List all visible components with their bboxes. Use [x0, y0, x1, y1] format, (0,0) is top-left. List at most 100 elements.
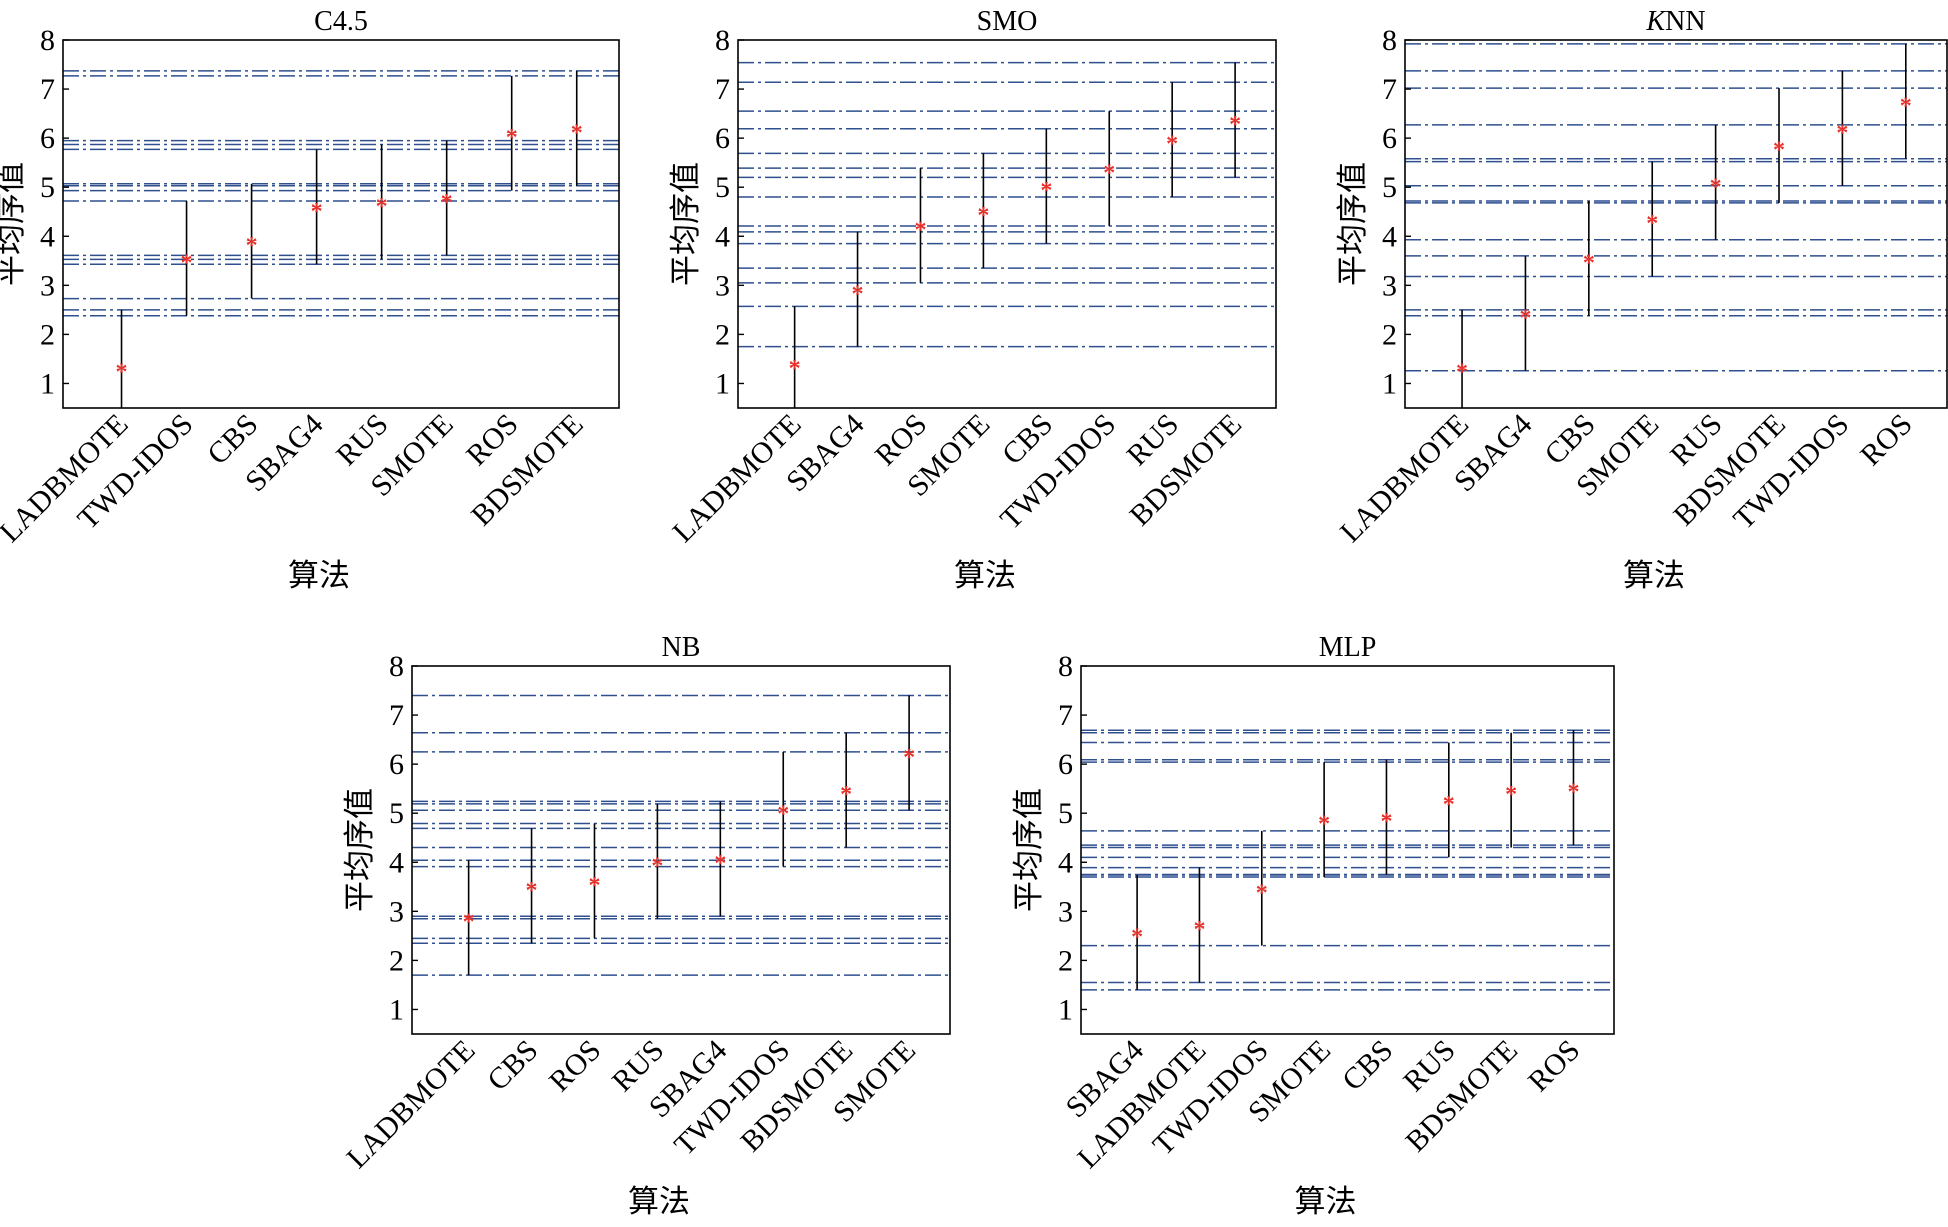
data-point-1: *	[1519, 305, 1531, 331]
data-point-1: *	[1193, 917, 1205, 943]
plot-frame	[1080, 665, 1615, 1035]
y-tick-label: 5	[389, 797, 404, 830]
data-point-1: *	[526, 878, 538, 904]
data-point-1: *	[181, 250, 193, 276]
data-point-6: *	[1505, 782, 1517, 808]
data-point-3: *	[651, 853, 663, 879]
category-label-0: LADBMOTE	[340, 1034, 481, 1175]
y-tick-label: 2	[1382, 318, 1397, 351]
data-point-5: *	[1773, 137, 1785, 163]
chart-title: SMO	[977, 6, 1038, 37]
category-label-2: ROS	[543, 1034, 608, 1099]
y-tick-label: 5	[715, 171, 730, 204]
y-tick-label: 1	[40, 367, 55, 400]
data-point-6: *	[506, 125, 518, 151]
plot-frame	[62, 39, 620, 409]
y-tick-label: 3	[40, 269, 55, 302]
chart-panel-0: 12345678C4.5平均序值算法*LADBMOTE*TWD-IDOS*CBS…	[0, 6, 620, 593]
y-tick-label: 8	[715, 24, 730, 57]
y-tick-label: 7	[1382, 73, 1397, 106]
data-point-0: *	[1456, 359, 1468, 385]
y-tick-label: 6	[1058, 748, 1073, 781]
y-tick-label: 4	[1058, 846, 1073, 879]
y-tick-label: 8	[1058, 650, 1073, 683]
category-label-7: ROS	[1854, 408, 1919, 473]
chart-title-rest: NN	[1665, 6, 1705, 37]
y-tick-label: 4	[389, 846, 404, 879]
data-point-5: *	[441, 190, 453, 216]
chart-title: C4.5	[314, 6, 368, 37]
y-tick-label: 7	[40, 73, 55, 106]
chart-title: KNN	[1645, 6, 1705, 37]
x-axis-label: 算法	[1623, 558, 1685, 593]
y-tick-label: 1	[1382, 367, 1397, 400]
y-axis-label: 平均序值	[1011, 788, 1046, 912]
data-point-5: *	[777, 801, 789, 827]
data-point-7: *	[903, 745, 915, 771]
y-tick-label: 5	[1058, 797, 1073, 830]
data-point-0: *	[116, 359, 128, 385]
data-point-4: *	[1380, 809, 1392, 835]
category-label-4: CBS	[1336, 1034, 1399, 1097]
y-tick-label: 2	[1058, 944, 1073, 977]
y-tick-label: 2	[389, 944, 404, 977]
x-axis-label: 算法	[288, 558, 350, 593]
plot-frame	[411, 665, 951, 1035]
data-point-3: *	[1646, 211, 1658, 237]
y-tick-label: 7	[715, 73, 730, 106]
chart-title: MLP	[1319, 632, 1377, 663]
y-axis-label: 平均序值	[1335, 162, 1370, 286]
data-point-3: *	[977, 203, 989, 229]
chart-panel-1: 12345678SMO平均序值算法*LADBMOTE*SBAG4*ROS*SMO…	[666, 6, 1277, 593]
x-axis-label: 算法	[1295, 1184, 1357, 1219]
y-tick-label: 8	[40, 24, 55, 57]
data-point-0: *	[463, 910, 475, 936]
y-tick-label: 6	[389, 748, 404, 781]
chart-panel-4: 12345678MLP平均序值算法*SBAG4*LADBMOTE*TWD-IDO…	[1011, 632, 1615, 1219]
y-tick-label: 1	[389, 993, 404, 1026]
y-tick-label: 1	[715, 367, 730, 400]
y-tick-label: 6	[40, 122, 55, 155]
data-point-4: *	[1710, 174, 1722, 200]
x-axis-label: 算法	[954, 558, 1016, 593]
category-label-7: ROS	[1522, 1034, 1587, 1099]
data-point-6: *	[1166, 132, 1178, 158]
data-point-4: *	[714, 851, 726, 877]
data-point-2: *	[588, 873, 600, 899]
y-tick-label: 3	[1382, 269, 1397, 302]
data-point-5: *	[1443, 792, 1455, 818]
data-point-7: *	[1567, 780, 1579, 806]
y-tick-label: 7	[389, 699, 404, 732]
y-axis-label: 平均序值	[342, 788, 377, 912]
data-point-7: *	[571, 120, 583, 146]
y-axis-label: 平均序值	[668, 162, 703, 286]
data-point-3: *	[1318, 812, 1330, 838]
y-tick-label: 4	[40, 220, 55, 253]
y-tick-label: 3	[1058, 895, 1073, 928]
data-point-7: *	[1900, 93, 1912, 119]
y-tick-label: 3	[715, 269, 730, 302]
y-tick-label: 4	[1382, 220, 1397, 253]
chart-panel-2: 12345678KNN平均序值算法*LADBMOTE*SBAG4*CBS*SMO…	[1334, 6, 1948, 593]
y-tick-label: 3	[389, 895, 404, 928]
data-point-1: *	[852, 281, 864, 307]
data-point-7: *	[1229, 112, 1241, 138]
y-axis-label: 平均序值	[0, 162, 28, 286]
y-tick-label: 1	[1058, 993, 1073, 1026]
x-axis-label: 算法	[628, 1184, 690, 1219]
y-tick-label: 8	[1382, 24, 1397, 57]
y-tick-label: 2	[40, 318, 55, 351]
data-point-2: *	[1583, 250, 1595, 276]
data-point-0: *	[789, 356, 801, 382]
data-point-6: *	[840, 782, 852, 808]
plot-frame	[737, 39, 1277, 409]
data-point-3: *	[311, 199, 323, 225]
y-tick-label: 4	[715, 220, 730, 253]
chart-title: NB	[662, 632, 701, 663]
chart-title-italic: K	[1645, 6, 1666, 37]
data-point-5: *	[1103, 161, 1115, 187]
data-point-6: *	[1836, 120, 1848, 146]
y-tick-label: 5	[1382, 171, 1397, 204]
data-point-2: *	[914, 217, 926, 243]
